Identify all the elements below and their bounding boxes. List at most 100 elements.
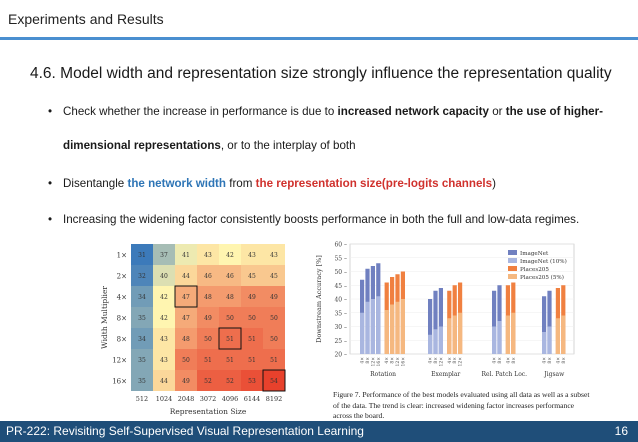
bullet-text: , or to the interplay of both (220, 139, 356, 152)
heatmap-cell-label: 51 (248, 357, 256, 364)
heatmap-cell (131, 307, 153, 328)
bar-chart-x-tick: 4× (492, 357, 498, 364)
section-title: 4.6. Model width and representation size… (30, 65, 612, 82)
bar-chart-x-tick: 8× (390, 357, 396, 364)
heatmap-cell-label: 34 (138, 294, 146, 301)
heatmap-cell (175, 349, 197, 370)
heatmap-y-tick: 8× (117, 315, 127, 323)
bullet-emphasis-blue: the network width (127, 177, 226, 190)
bar-imagenet-10pct (547, 326, 552, 354)
bar-imagenet-10pct (542, 332, 547, 354)
heatmap-y-tick: 1× (117, 252, 127, 260)
heatmap-cell (241, 286, 263, 307)
heatmap-cell-label: 45 (270, 273, 278, 280)
heatmap-cell-label: 50 (270, 315, 278, 322)
bar-chart-x-tick: 12× (395, 357, 401, 367)
bullet-text: or (488, 105, 506, 118)
heatmap-cell-label: 49 (270, 294, 278, 301)
bar-chart-x-tick: 8× (433, 357, 439, 364)
heatmap-cell (131, 244, 153, 265)
bar-chart-y-tick: 55 – (334, 255, 347, 262)
page-number: 16 (614, 424, 628, 438)
heatmap-cell (175, 328, 197, 349)
bar-places205-5pct (555, 318, 560, 354)
legend-label: ImageNet (520, 251, 549, 257)
bar-chart-x-tick: 12× (438, 357, 444, 367)
heatmap-cell-label: 35 (138, 357, 146, 364)
width-representation-heatmap: 1× 31 37 41 43 42 43 43 2× 32 40 44 46 46 45 45 4× 34 42 47… (100, 244, 286, 416)
heatmap-cell (197, 307, 219, 328)
bar-chart-x-tick: 4× (360, 357, 366, 364)
bullet-emphasis-red: the representation size(pre-logits chann… (255, 177, 493, 190)
heatmap-cell (263, 328, 285, 349)
heatmap-cell-label: 50 (182, 357, 190, 364)
heatmap-cell-label: 35 (138, 378, 146, 385)
bar-imagenet-10pct (360, 312, 365, 354)
bar-chart-x-tick: 8× (497, 357, 503, 364)
heatmap-cell-label: 32 (138, 273, 146, 280)
bar-places205-5pct (384, 310, 389, 354)
bar-chart-group-label: Rotation (370, 371, 396, 378)
bar-chart-y-tick: 30 – (334, 324, 347, 331)
bar-chart-group-label: Rel. Patch Loc. (482, 371, 528, 378)
bullet-emphasis: dimensional representations (63, 139, 221, 152)
bar-chart-y-tick: 50 – (334, 269, 347, 276)
heatmap-cell-label: 42 (160, 294, 168, 301)
bar-chart-y-tick: 20 – (334, 352, 347, 359)
bar-chart-y-axis-label: Downstream Accuracy [%] (315, 255, 323, 343)
heatmap-cell-label: 51 (204, 357, 212, 364)
bar-chart-x-tick: 4× (505, 357, 511, 364)
heatmap-cell (153, 370, 175, 391)
heatmap-cell-label: 48 (182, 336, 190, 343)
heatmap-y-tick: 8× (117, 336, 127, 344)
heatmap-cell (219, 244, 241, 265)
heatmap-cell-label: 45 (248, 273, 256, 280)
bar-places205-5pct (400, 299, 405, 354)
heatmap-cell-label: 47 (182, 315, 190, 322)
heatmap-cell (175, 265, 197, 286)
bar-chart-x-tick: 12× (458, 357, 464, 367)
heatmap-cell-label: 51 (226, 336, 234, 343)
heatmap-cell (263, 370, 285, 391)
bar-places205-5pct (561, 315, 566, 354)
heatmap-cell-label: 42 (226, 252, 234, 259)
bar-chart-x-tick: 8× (561, 357, 567, 364)
legend-swatch (508, 258, 517, 263)
bar-imagenet-10pct (433, 329, 438, 354)
legend-swatch (508, 266, 517, 271)
heatmap-y-tick: 16× (112, 378, 127, 386)
heatmap-cell (153, 265, 175, 286)
bar-chart-y-tick: 40 – (334, 297, 347, 304)
heatmap-cell-label: 51 (248, 336, 256, 343)
heatmap-cell-label: 54 (270, 378, 278, 385)
heatmap-cell (153, 307, 175, 328)
heatmap-cell (153, 286, 175, 307)
bar-imagenet-10pct (365, 301, 370, 354)
figure-caption: Figure 7. Performance of the best models… (333, 390, 590, 420)
heatmap-cell (219, 265, 241, 286)
bar-imagenet (433, 290, 438, 354)
heatmap-cell-label: 43 (270, 252, 278, 259)
bar-imagenet-10pct (497, 321, 502, 354)
heatmap-x-axis-label: Representation Size (170, 407, 247, 416)
heatmap-cell (241, 265, 263, 286)
heatmap-cell-label: 34 (138, 336, 146, 343)
slide-header-title: Experiments and Results (8, 11, 164, 27)
heatmap-cell-label: 31 (138, 252, 146, 259)
heatmap-cell-label: 43 (204, 252, 212, 259)
bar-chart-x-tick: 4× (555, 357, 561, 364)
heatmap-cell (197, 286, 219, 307)
heatmap-cell-label: 50 (270, 336, 278, 343)
heatmap-cell (131, 370, 153, 391)
bullet-item-disentangle: Disentangle the network width from the r… (48, 176, 628, 192)
bar-chart-x-tick: 8× (547, 357, 553, 364)
heatmap-cell (263, 286, 285, 307)
heatmap-cell (131, 265, 153, 286)
heatmap-highlight (218, 327, 242, 350)
heatmap-cell-label: 43 (248, 252, 256, 259)
heatmap-cell (241, 328, 263, 349)
bar-chart-x-tick: 4× (542, 357, 548, 364)
heatmap-cell-label: 42 (160, 315, 168, 322)
heatmap-cell (153, 328, 175, 349)
heatmap-cell-label: 44 (182, 273, 190, 280)
